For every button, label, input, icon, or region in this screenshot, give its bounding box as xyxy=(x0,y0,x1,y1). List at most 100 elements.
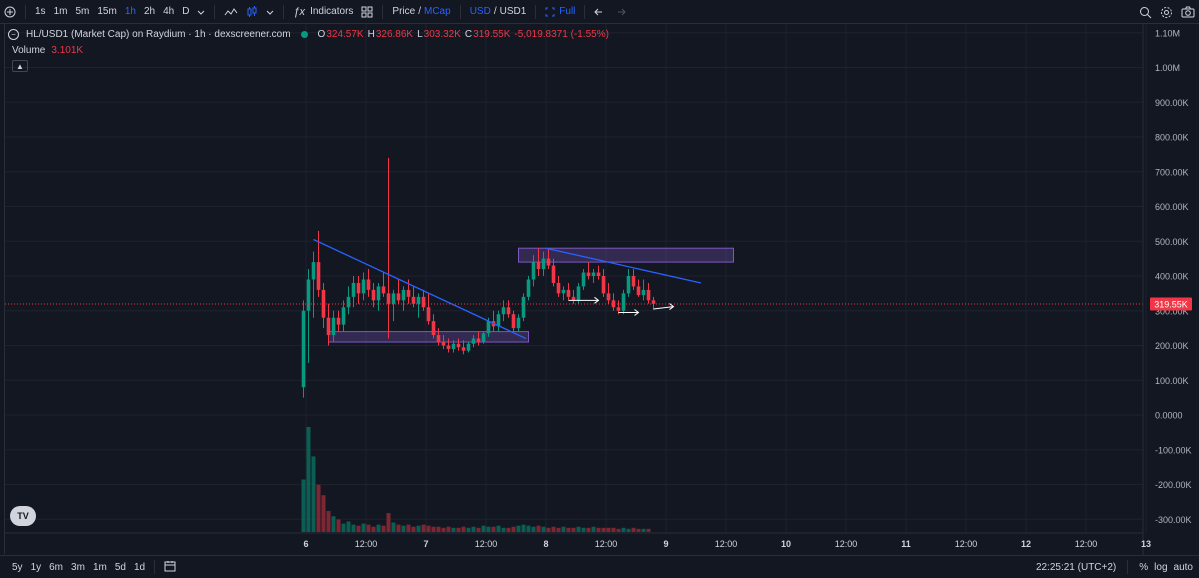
time-tick-label: 8 xyxy=(543,539,548,549)
volume-bar xyxy=(631,527,636,532)
volume-bar xyxy=(406,524,411,532)
volume-bar xyxy=(481,525,486,532)
interval-1s[interactable]: 1s xyxy=(35,6,46,17)
candles-chart-type-icon[interactable] xyxy=(242,0,262,24)
price-tick-label: 600.00K xyxy=(1155,202,1189,212)
currency-toggle[interactable]: USD / USD1 xyxy=(466,0,531,24)
candle-body xyxy=(586,272,591,276)
indicators-button[interactable]: ƒx Indicators xyxy=(289,0,357,24)
volume-bar xyxy=(601,527,606,532)
tradingview-logo[interactable]: TV xyxy=(10,506,36,526)
last-price-label: 319.55K xyxy=(1150,297,1192,311)
log-toggle[interactable]: log xyxy=(1154,561,1168,573)
symbol-title[interactable]: HL/USD1 (Market Cap) on Raydium · 1h · d… xyxy=(26,29,291,40)
range-1d[interactable]: 1d xyxy=(133,561,146,573)
interval-4h[interactable]: 4h xyxy=(163,6,175,17)
volume-bar xyxy=(571,527,576,532)
price-chart[interactable]: 1.10M 1.00M 900.00K 800.00K 700.00K 600.00K 50… xyxy=(0,24,1199,555)
candle-body xyxy=(361,279,366,294)
layout-grid-icon[interactable] xyxy=(357,0,377,24)
price-axis[interactable]: 1.10M 1.00M 900.00K 800.00K 700.00K 600.00K 50… xyxy=(1155,28,1192,525)
candle-body xyxy=(511,314,516,329)
candle-body xyxy=(596,272,601,276)
volume-bar xyxy=(386,513,391,532)
collapse-indicators-button[interactable]: ▲ xyxy=(12,60,28,72)
volume-bar xyxy=(371,526,376,532)
clock-time[interactable]: 22:25:21 (UTC+2) xyxy=(1035,561,1117,573)
date-range-icon[interactable] xyxy=(160,560,180,575)
candle-body xyxy=(301,310,306,388)
interval-list: 1s 1m 5m 15m 1h 2h 4h D xyxy=(31,0,193,24)
volume-bar xyxy=(306,427,311,532)
auto-toggle[interactable]: auto xyxy=(1173,561,1193,573)
candle-body xyxy=(396,293,401,301)
trendlines xyxy=(313,238,702,340)
low-value: 303.32K xyxy=(423,29,461,40)
candle-body xyxy=(441,342,446,346)
candle-body xyxy=(576,286,581,301)
toolbar-divider xyxy=(584,4,586,19)
range-1y[interactable]: 1y xyxy=(30,561,42,573)
range-5d[interactable]: 5d xyxy=(114,561,126,573)
last-price-value: 319.55K xyxy=(1154,299,1188,309)
redo-icon[interactable] xyxy=(610,0,630,24)
volume-bar xyxy=(436,526,441,532)
interval-2h[interactable]: 2h xyxy=(143,6,156,17)
candle-body xyxy=(506,307,511,315)
volume-bar xyxy=(611,527,616,532)
add-symbol-icon[interactable] xyxy=(0,0,20,24)
candle-body xyxy=(591,272,596,276)
toolbar-divider xyxy=(25,4,26,19)
volume-bar xyxy=(491,526,496,532)
collapse-legend-icon[interactable]: − xyxy=(8,29,19,40)
volume-bar xyxy=(621,527,626,532)
volume-bar xyxy=(431,526,436,532)
undo-icon[interactable] xyxy=(590,0,610,24)
range-5y[interactable]: 5y xyxy=(12,561,23,573)
toolbar-divider xyxy=(1127,560,1129,574)
camera-icon[interactable] xyxy=(1177,0,1199,24)
chevron-down-icon[interactable] xyxy=(193,0,209,24)
volume-bar xyxy=(441,527,446,532)
interval-1m[interactable]: 1m xyxy=(53,6,68,17)
slash-separator: / xyxy=(493,6,497,17)
interval-D[interactable]: D xyxy=(182,6,190,17)
volume-bar xyxy=(616,528,621,532)
candle-body xyxy=(471,338,476,344)
candle-body xyxy=(646,289,651,301)
volume-bar xyxy=(501,527,506,532)
chart-background xyxy=(5,24,1143,555)
candle-body xyxy=(336,317,341,325)
search-alert-icon[interactable] xyxy=(1135,0,1156,24)
volume-bar xyxy=(316,484,321,532)
interval-1h[interactable]: 1h xyxy=(124,6,136,17)
price-tick-label: 200.00K xyxy=(1155,341,1189,351)
time-axis[interactable]: 6 12:00 7 12:00 8 12:00 9 12:00 10 12:00 11 12:00 12… xyxy=(303,539,1151,549)
status-dot xyxy=(300,31,308,38)
candle-body xyxy=(481,333,486,343)
volume-bar xyxy=(411,526,416,532)
candle-body xyxy=(351,282,356,297)
chevron-down-icon[interactable] xyxy=(262,0,278,24)
candle-body xyxy=(636,286,641,296)
usd-label: USD xyxy=(469,6,491,17)
line-chart-type-icon[interactable] xyxy=(220,0,242,24)
range-3m[interactable]: 3m xyxy=(71,561,85,573)
interval-15m[interactable]: 15m xyxy=(97,6,117,17)
candle-body xyxy=(571,296,576,301)
gear-icon[interactable] xyxy=(1156,0,1177,24)
toolbar-divider xyxy=(283,4,285,19)
arrow-line xyxy=(653,306,674,310)
candle-body xyxy=(556,282,561,294)
volume-bar xyxy=(626,528,631,532)
range-1m[interactable]: 1m xyxy=(92,561,107,573)
price-mcap-toggle[interactable]: Price / MCap xyxy=(388,0,454,24)
volume-bar xyxy=(451,527,456,532)
candle-body xyxy=(341,307,346,325)
candle-body xyxy=(516,317,521,329)
candle-body xyxy=(631,276,636,287)
interval-5m[interactable]: 5m xyxy=(75,6,90,17)
percent-toggle[interactable]: % xyxy=(1139,561,1149,573)
range-6m[interactable]: 6m xyxy=(49,561,64,573)
fullscreen-button[interactable]: Full xyxy=(541,0,579,24)
